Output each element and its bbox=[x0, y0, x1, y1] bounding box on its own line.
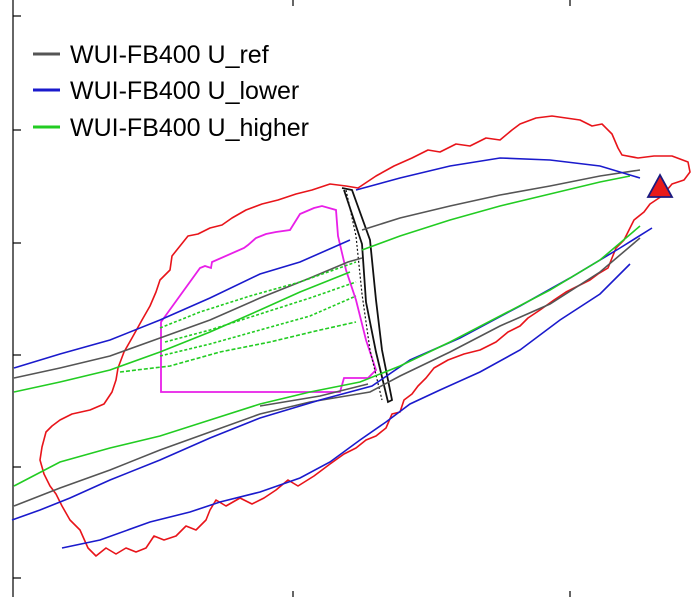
legend-label-lower: WUI-FB400 U_lower bbox=[70, 77, 299, 105]
lower-line-bottom bbox=[61, 263, 631, 549]
higher-line-mid-1 bbox=[159, 261, 357, 329]
legend-label-ref: WUI-FB400 U_ref bbox=[70, 41, 269, 69]
red-triangle-marker bbox=[646, 173, 674, 198]
ref-line-upper-right bbox=[361, 169, 641, 231]
ref-line-lower bbox=[13, 237, 641, 507]
left-axis-ticks bbox=[13, 15, 21, 579]
red-outline bbox=[39, 115, 691, 557]
higher-line-mid-2 bbox=[164, 281, 357, 343]
series-higher-lines bbox=[13, 175, 641, 487]
series-lower-lines bbox=[11, 157, 653, 549]
ref-line-upper bbox=[13, 257, 363, 379]
higher-line-mid-4 bbox=[119, 321, 357, 373]
ref-line-mid bbox=[259, 383, 369, 407]
higher-line-upper-right bbox=[361, 175, 631, 251]
x-axis-ticks bbox=[292, 0, 571, 597]
lower-line-upper-right bbox=[355, 157, 641, 191]
series-ref-lines bbox=[13, 169, 641, 507]
legend-label-higher: WUI-FB400 U_higher bbox=[70, 114, 309, 142]
legend: WUI-FB400 U_ref WUI-FB400 U_lower WUI-FB… bbox=[33, 41, 309, 142]
higher-line-lower bbox=[13, 225, 641, 487]
higher-line-upper bbox=[13, 271, 351, 393]
black-band bbox=[341, 187, 394, 404]
lower-line-lower bbox=[11, 227, 653, 521]
higher-line-mid-3 bbox=[159, 295, 357, 357]
lower-line-upper bbox=[13, 239, 351, 369]
magenta-outline bbox=[160, 205, 378, 393]
